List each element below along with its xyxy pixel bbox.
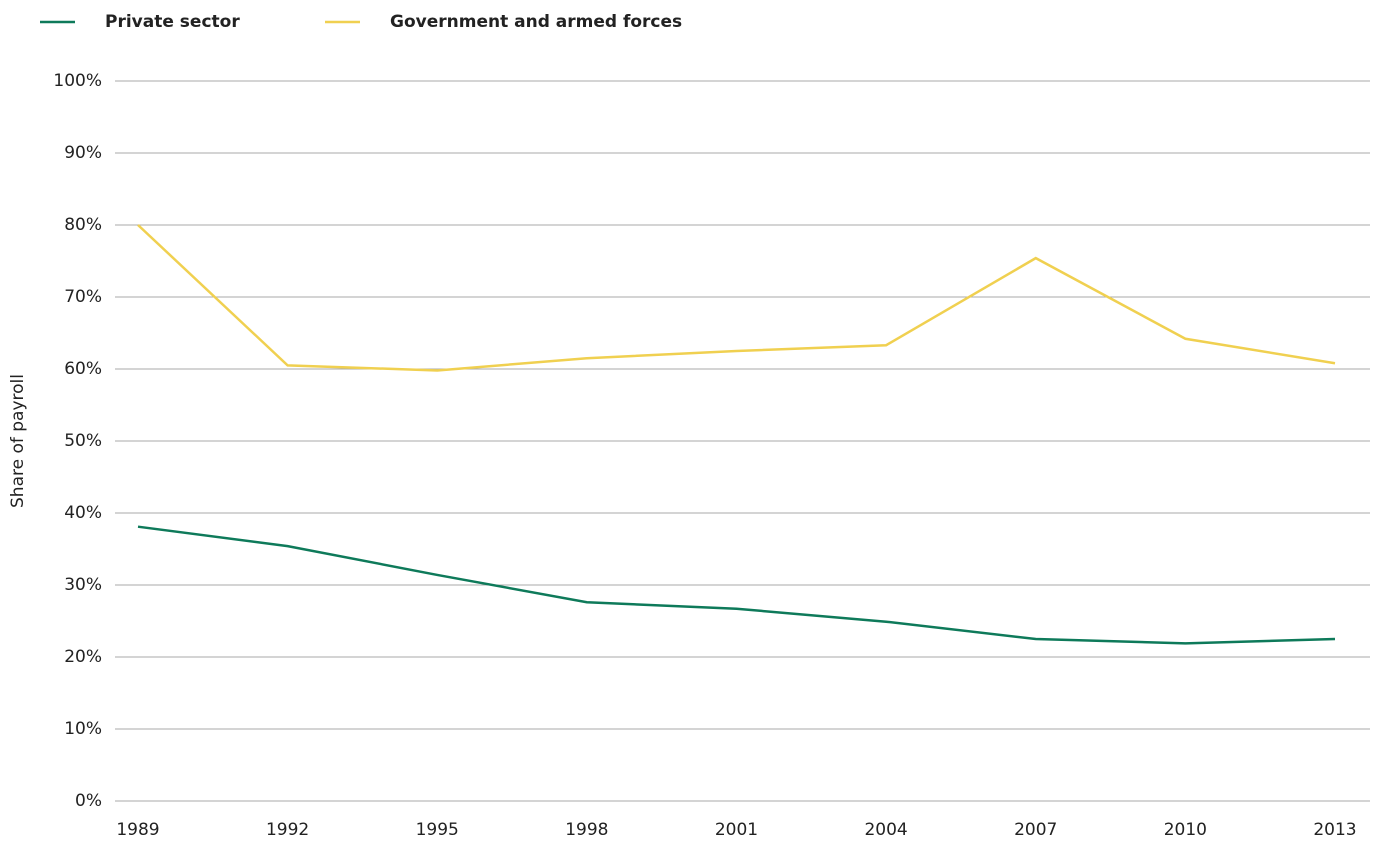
x-tick-label: 2010 [1164,820,1207,840]
y-tick-label: 50% [64,431,102,451]
y-tick-label: 100% [53,71,102,91]
y-tick-label: 40% [64,503,102,523]
legend-label: Private sector [105,12,240,32]
series-line [137,525,1336,645]
y-tick-label: 70% [64,287,102,307]
x-tick-label: 2007 [1014,820,1057,840]
x-tick-label: 2004 [864,820,907,840]
series-line [137,224,1336,372]
x-tick-label: 1995 [416,820,459,840]
y-tick-label: 30% [64,575,102,595]
y-tick-label: 20% [64,647,102,667]
x-tick-label: 2001 [715,820,758,840]
y-tick-label: 80% [64,215,102,235]
y-tick-label: 60% [64,359,102,379]
legend-label: Government and armed forces [390,12,682,32]
y-tick-label: 10% [64,719,102,739]
y-tick-label: 90% [64,143,102,163]
x-tick-label: 2013 [1313,820,1356,840]
y-tick-label: 0% [75,791,102,811]
x-tick-label: 1989 [116,820,159,840]
x-tick-label: 1998 [565,820,608,840]
y-axis-label: Share of payroll [8,374,28,508]
x-tick-label: 1992 [266,820,309,840]
